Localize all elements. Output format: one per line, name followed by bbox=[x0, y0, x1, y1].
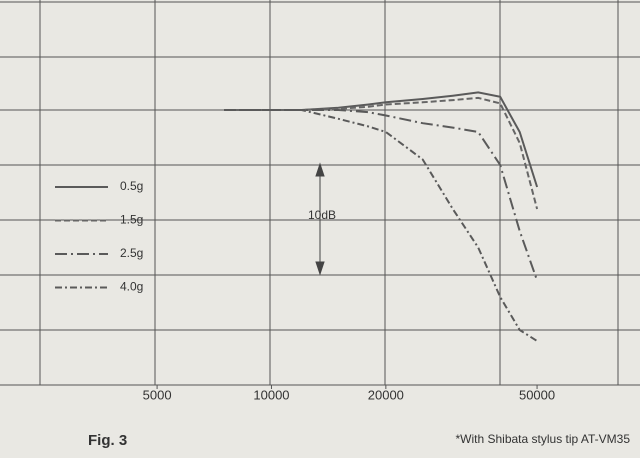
legend-label: 1.5g bbox=[120, 213, 143, 227]
series-line bbox=[224, 109, 539, 281]
legend-label: 0.5g bbox=[120, 179, 143, 193]
legend-label: 4.0g bbox=[120, 280, 143, 294]
x-tick-label: 20000 bbox=[368, 387, 404, 402]
caption: Fig. 3 bbox=[88, 432, 127, 449]
legend-label: 2.5g bbox=[120, 246, 143, 260]
series-line bbox=[224, 91, 539, 188]
footnote: *With Shibata stylus tip AT-VM35 bbox=[455, 432, 630, 446]
scale-arrow bbox=[315, 162, 325, 276]
annotation: 10dB bbox=[308, 208, 336, 222]
x-tick-label: 10000 bbox=[253, 387, 289, 402]
x-tick-label: 5000 bbox=[143, 387, 172, 402]
x-tick-label: 50000 bbox=[519, 387, 555, 402]
series-line bbox=[224, 109, 538, 342]
